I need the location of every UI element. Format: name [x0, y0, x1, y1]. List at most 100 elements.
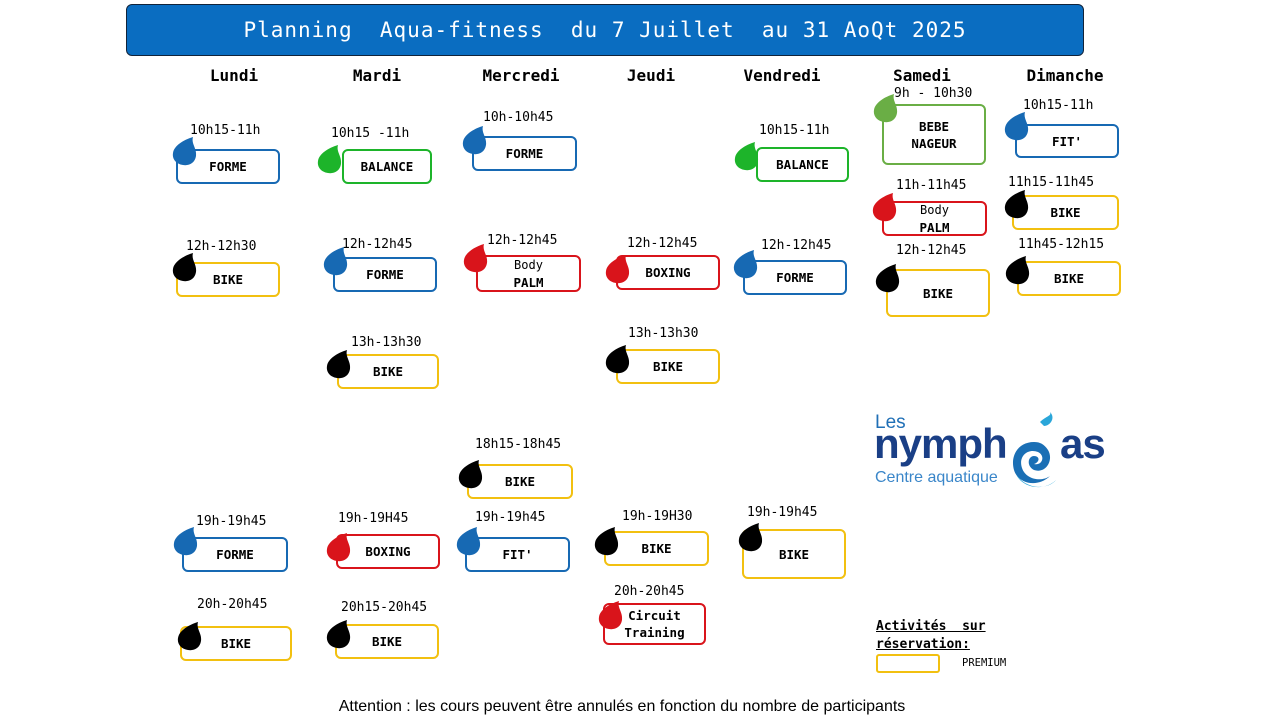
- class-time: 10h15-11h: [190, 123, 261, 138]
- class-box: BOXING: [336, 534, 440, 569]
- class-box: BIKE: [1017, 261, 1121, 296]
- class-label: PALM: [513, 274, 544, 290]
- logo-les: Les: [875, 412, 906, 433]
- legend-title: Activités sur réservation:: [876, 618, 986, 654]
- class-box: FORME: [182, 537, 288, 572]
- class-box: BOXING: [616, 255, 720, 290]
- class-box: BIKE: [1012, 195, 1119, 230]
- class-time: 10h-10h45: [483, 110, 554, 125]
- class-label: BIKE: [504, 474, 536, 489]
- day-header-jeudi: Jeudi: [626, 66, 676, 85]
- water-swirl-icon: [1012, 412, 1056, 488]
- logo-word-end: as: [1060, 420, 1106, 467]
- class-box: FORME: [472, 136, 577, 171]
- day-header-dimanche: Dimanche: [1026, 66, 1104, 85]
- class-time: 19h-19h45: [747, 505, 818, 520]
- class-box: BIKE: [886, 269, 990, 317]
- class-box: BALANCE: [342, 149, 432, 184]
- day-header-lundi: Lundi: [209, 66, 259, 85]
- water-drop-icon: [597, 600, 623, 630]
- water-drop-icon: [172, 526, 198, 556]
- water-drop-icon: [457, 459, 483, 489]
- water-drop-icon: [737, 522, 763, 552]
- class-label-top: Body: [514, 257, 543, 272]
- class-box: FORME: [176, 149, 280, 184]
- class-label: FORME: [366, 267, 404, 282]
- class-box: BIKE: [616, 349, 720, 384]
- class-label: BIKE: [220, 636, 252, 651]
- water-drop-icon: [462, 243, 488, 273]
- page-title: Planning Aqua-fitness du 7 Juillet au 31…: [243, 18, 967, 42]
- logo-word-start: nymph: [874, 420, 1008, 467]
- class-box: BEBE NAGEUR: [882, 104, 986, 165]
- water-drop-icon: [1003, 189, 1029, 219]
- class-time: 11h-11h45: [896, 178, 967, 193]
- class-time: 12h-12h45: [627, 236, 698, 251]
- class-box: BIKE: [176, 262, 280, 297]
- class-time: 10h15 -11h: [331, 126, 410, 141]
- class-time: 11h45-12h15: [1018, 237, 1105, 252]
- class-label: Training: [624, 625, 685, 640]
- logo-subtitle: Centre aquatique: [875, 469, 998, 486]
- class-label: BIKE: [652, 359, 684, 374]
- class-box: BIKE: [335, 624, 439, 659]
- class-label: BIKE: [922, 285, 954, 301]
- class-time: 20h-20h45: [614, 584, 685, 599]
- water-drop-icon: [604, 344, 630, 374]
- class-time: 13h-13h30: [351, 335, 422, 350]
- class-label: BIKE: [212, 272, 244, 287]
- water-drop-icon: [874, 263, 900, 293]
- water-drop-icon: [871, 192, 897, 222]
- class-label: BIKE: [1053, 271, 1085, 286]
- class-label-top: BEBE: [918, 118, 950, 134]
- water-drop-icon: [604, 254, 630, 284]
- day-header-vendredi: Vendredi: [743, 66, 821, 85]
- class-box: BALANCE: [756, 147, 849, 182]
- water-drop-icon: [322, 246, 348, 276]
- water-drop-icon: [325, 532, 351, 562]
- nympheas-logo: Les nymph as Centre aquatique: [872, 410, 1112, 490]
- class-box: FIT': [465, 537, 570, 572]
- class-time: 19h-19H30: [622, 509, 693, 524]
- class-box: FORME: [743, 260, 847, 295]
- water-drop-icon: [1004, 255, 1030, 285]
- water-drop-icon: [593, 526, 619, 556]
- legend-title-line1: Activités sur: [876, 619, 986, 634]
- class-label: BIKE: [778, 546, 810, 562]
- class-time: 11h15-11h45: [1008, 175, 1095, 190]
- legend-title-line2: réservation:: [876, 637, 970, 652]
- class-label-top: Circuit: [628, 608, 681, 623]
- class-time: 18h15-18h45: [475, 437, 562, 452]
- water-drop-icon: [325, 349, 351, 379]
- water-drop-icon: [733, 141, 759, 171]
- class-label: FIT': [1051, 133, 1083, 149]
- class-label: FORME: [209, 159, 247, 174]
- class-time: 12h-12h30: [186, 239, 257, 254]
- class-time: 19h-19h45: [196, 514, 267, 529]
- class-label: BOXING: [365, 544, 411, 559]
- class-box: FIT': [1015, 124, 1119, 158]
- class-label: BIKE: [1050, 205, 1081, 220]
- class-box: Body PALM: [476, 255, 581, 292]
- class-box: BIKE: [337, 354, 439, 389]
- class-label: NAGEUR: [911, 135, 957, 151]
- class-time: 13h-13h30: [628, 326, 699, 341]
- class-time: 20h15-20h45: [341, 600, 428, 615]
- class-label: FORME: [505, 146, 544, 161]
- class-label: PALM: [919, 219, 950, 235]
- class-label: BIKE: [371, 634, 403, 649]
- class-time: 19h-19H45: [338, 511, 409, 526]
- class-label: BOXING: [645, 265, 691, 280]
- class-time: 12h-12h45: [761, 238, 832, 253]
- class-time: 9h - 10h30: [894, 86, 973, 101]
- legend-premium-label: PREMIUM: [962, 657, 1007, 669]
- class-time: 10h15-11h: [1023, 98, 1094, 113]
- class-label: FORME: [216, 547, 254, 562]
- class-label-top: Body: [920, 202, 949, 217]
- water-drop-icon: [325, 619, 351, 649]
- class-box: FORME: [333, 257, 437, 292]
- class-time: 19h-19h45: [475, 510, 546, 525]
- class-time: 10h15-11h: [759, 123, 830, 138]
- class-label: FORME: [776, 270, 814, 285]
- class-box: BIKE: [604, 531, 709, 566]
